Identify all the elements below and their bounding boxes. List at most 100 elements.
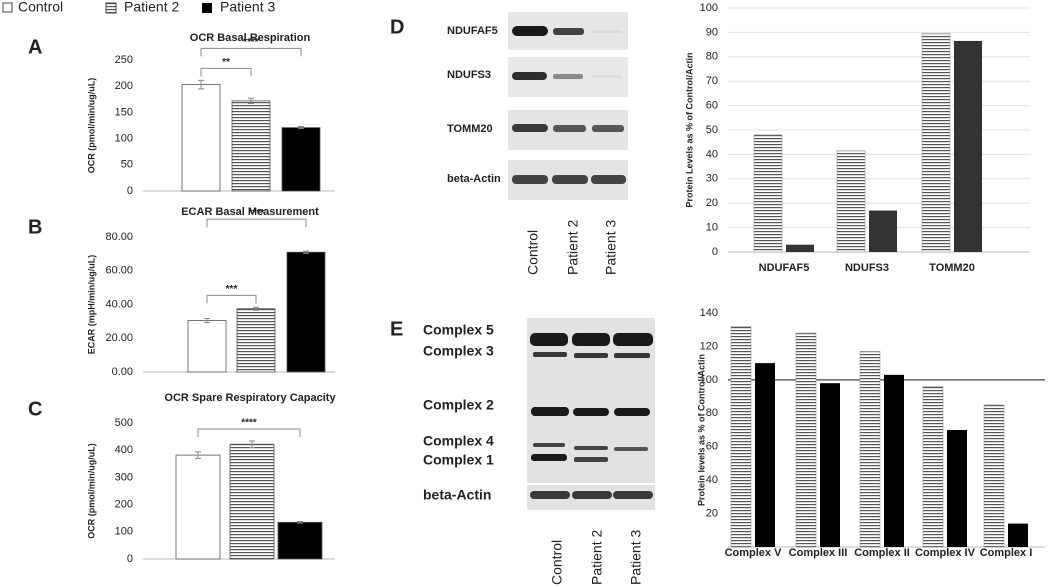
bar [983, 404, 1005, 548]
error-bar [248, 97, 254, 104]
bar [869, 210, 897, 252]
chart-title: OCR Basal Respiration [190, 32, 311, 44]
bar [947, 430, 967, 547]
y-tick-label: 50 [706, 124, 718, 136]
y-tick-label: 100 [115, 133, 133, 145]
bar [181, 84, 221, 192]
bar [277, 521, 323, 560]
bar [786, 244, 814, 252]
y-tick-label: 60 [706, 441, 718, 453]
y-tick-label: 140 [700, 307, 718, 319]
significance-label: **** [243, 37, 259, 48]
bar [795, 332, 817, 548]
blot-row-label: Complex 5 [423, 322, 494, 338]
y-tick-label: 100 [700, 2, 718, 14]
significance-bracket [200, 47, 302, 57]
lane-label: Control [549, 540, 565, 585]
bar [755, 363, 775, 547]
significance-label: **** [241, 418, 257, 429]
y-tick-label: 400 [115, 444, 133, 456]
blot-row-label: Complex 3 [423, 343, 494, 359]
y-axis-title: Protein levels as % of Control/Actin [696, 354, 706, 506]
panel-letter: D [390, 16, 404, 38]
y-tick-label: 500 [115, 417, 133, 429]
lane-label: Patient 2 [589, 530, 605, 585]
significance-label: *** [226, 284, 238, 295]
y-tick-label: 40 [706, 474, 718, 486]
error-bar [198, 79, 204, 90]
x-tick-label: NDUFS3 [845, 262, 889, 274]
blot-row-label: Complex 4 [423, 433, 494, 449]
bar [175, 454, 221, 560]
error-bar [298, 126, 304, 130]
blot-row-label: beta-Actin [423, 487, 491, 503]
y-axis-title: Protein Levels as % of Control/Actin [684, 52, 694, 207]
y-tick-label: 200 [115, 499, 133, 511]
chart-title: ECAR Basal Measurement [181, 206, 319, 218]
error-bar [303, 250, 309, 254]
y-tick-label: 30 [706, 173, 718, 185]
panel-letter: C [28, 398, 42, 420]
error-bar [253, 306, 259, 311]
y-tick-label: 250 [115, 54, 133, 66]
bar [954, 40, 982, 252]
bar [1008, 523, 1028, 547]
legend-label: Patient 3 [220, 0, 275, 15]
y-tick-label: 150 [115, 106, 133, 118]
legend-label: Patient 2 [124, 0, 179, 15]
x-tick-label: Complex I [980, 547, 1033, 559]
x-tick-label: Complex II [854, 547, 910, 559]
y-axis-title: OCR (pmol/min/ug/uL) [86, 78, 96, 173]
bar [884, 374, 904, 547]
y-tick-label: 20 [706, 507, 718, 519]
chart-title: OCR Spare Respiratory Capacity [164, 392, 336, 404]
bar [921, 33, 951, 253]
bar [286, 251, 326, 373]
significance-bracket [206, 294, 257, 304]
y-tick-label: 80 [706, 51, 718, 63]
x-tick-label: Complex IV [915, 547, 976, 559]
significance-bracket [206, 218, 307, 228]
blot-row-label: beta-Actin [447, 173, 501, 185]
bar [229, 443, 275, 560]
x-tick-label: TOMM20 [929, 262, 975, 274]
y-tick-label: 20.00 [105, 332, 133, 344]
blot-image [527, 318, 655, 510]
lane-label: Patient 3 [603, 220, 619, 275]
blot-row-label: NDUFAF5 [447, 25, 498, 37]
y-tick-label: 0 [712, 246, 718, 258]
panel-letter: B [28, 216, 42, 238]
lane-label: Control [525, 230, 541, 275]
bar [859, 351, 881, 548]
x-tick-label: Complex III [789, 547, 848, 559]
y-tick-label: 20 [706, 197, 718, 209]
y-axis-title: OCR (pmol/min/ug/uL) [86, 443, 96, 538]
y-tick-label: 80.00 [105, 231, 133, 243]
blot-image [508, 12, 628, 200]
y-tick-label: 90 [706, 26, 718, 38]
y-tick-label: 80 [706, 407, 718, 419]
significance-bracket [197, 428, 301, 437]
y-tick-label: 50 [121, 159, 133, 171]
bar [187, 320, 227, 373]
legend-swatch [2, 2, 13, 13]
y-tick-label: 0.00 [112, 366, 133, 378]
y-axis-title: ECAR (mpH/min/ug/uL) [86, 255, 96, 355]
y-tick-label: 200 [115, 80, 133, 92]
x-tick-label: NDUFAF5 [759, 262, 810, 274]
y-tick-label: 100 [700, 374, 718, 386]
legend-label: Control [18, 0, 63, 15]
blot-row-label: Complex 2 [423, 397, 494, 413]
y-tick-label: 70 [706, 75, 718, 87]
y-tick-label: 0 [127, 553, 133, 565]
blot-row-label: Complex 1 [423, 452, 494, 468]
y-tick-label: 40.00 [105, 298, 133, 310]
bar [236, 308, 276, 373]
lane-label: Patient 3 [628, 530, 644, 585]
legend-swatch [105, 2, 117, 14]
panel-letter: A [28, 36, 42, 58]
error-bar [195, 451, 201, 459]
bar [730, 326, 752, 548]
significance-bracket [200, 67, 252, 77]
